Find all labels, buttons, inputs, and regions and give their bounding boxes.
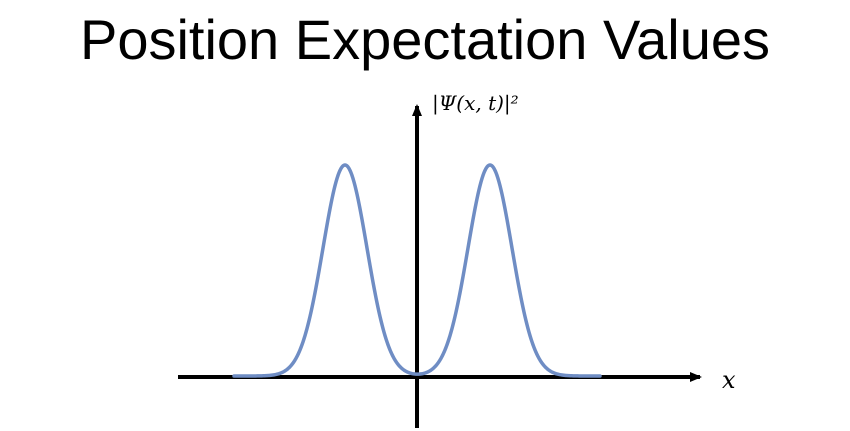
x-axis-label: x <box>722 366 736 394</box>
y-axis-label: |Ψ(x, t)|² <box>432 91 519 116</box>
probability-density-curve <box>232 163 602 378</box>
slide-title: Position Expectation Values <box>79 8 771 71</box>
